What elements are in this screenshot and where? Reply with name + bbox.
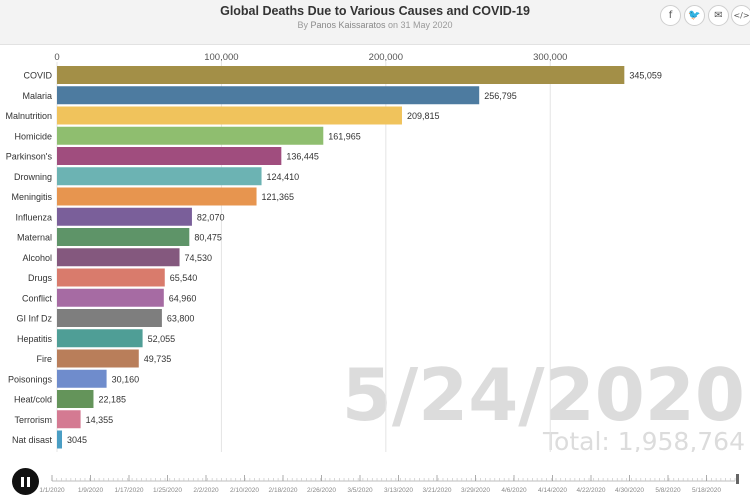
bar	[57, 248, 180, 267]
value-label: 65,540	[170, 273, 198, 283]
value-label: 136,445	[286, 152, 319, 162]
bar	[57, 430, 63, 449]
timeline-label: 5/18/2020	[692, 487, 721, 494]
category-label: Fire	[37, 354, 53, 364]
bar	[57, 369, 107, 388]
category-label: Homicide	[14, 131, 52, 141]
category-label: Nat disast	[12, 435, 53, 445]
chart-subtitle: By Panos Kaissaratos on 31 May 2020	[0, 20, 750, 30]
email-icon[interactable]: ✉	[708, 5, 729, 26]
timeline-label: 4/6/2020	[501, 487, 527, 494]
value-label: 80,475	[194, 233, 222, 243]
category-label: Malaria	[22, 91, 52, 101]
bar	[57, 268, 165, 287]
value-label: 74,530	[185, 253, 213, 263]
bar	[57, 228, 190, 246]
value-label: 22,185	[98, 395, 126, 405]
timeline-label: 1/1/2020	[39, 487, 65, 494]
timeline-label: 3/21/2020	[423, 487, 452, 494]
timeline-label: 3/5/2020	[347, 487, 373, 494]
category-label: Influenza	[15, 212, 52, 222]
timeline-label: 3/13/2020	[384, 487, 413, 494]
category-label: Malnutrition	[5, 111, 52, 121]
value-label: 14,355	[86, 415, 114, 425]
bar	[57, 349, 139, 368]
category-label: Maternal	[17, 233, 52, 243]
bar	[57, 288, 164, 307]
chart-header: Global Deaths Due to Various Causes and …	[0, 0, 750, 45]
bar	[57, 126, 324, 145]
category-label: Alcohol	[22, 253, 52, 263]
pause-icon-bar	[27, 476, 30, 487]
x-tick-label: 0	[54, 52, 59, 63]
timeline: 1/1/2020 1/9/2020 1/17/2020 1/25/2020 2/2/20…	[0, 452, 750, 500]
category-label: GI Inf Dz	[16, 314, 52, 324]
category-label: Heat/cold	[14, 395, 52, 405]
x-tick-label: 200,000	[369, 52, 403, 63]
facebook-icon[interactable]: f	[660, 5, 681, 26]
value-label: 209,815	[407, 111, 440, 121]
bar	[57, 410, 81, 429]
value-label: 52,055	[148, 334, 176, 344]
x-tick-label: 300,000	[533, 52, 567, 63]
timeline-label: 4/30/2020	[615, 487, 644, 494]
value-label: 49,735	[144, 354, 172, 364]
bar	[57, 207, 192, 226]
value-label: 256,795	[484, 91, 517, 101]
total-deaths-label: Total: 1,958,764	[542, 427, 745, 452]
timeline-label: 1/17/2020	[115, 487, 144, 494]
bar	[57, 106, 402, 125]
timeline-label: 4/14/2020	[538, 487, 567, 494]
publish-date: on 31 May 2020	[385, 20, 453, 30]
category-label: Meningitis	[11, 192, 52, 202]
x-tick-label: 100,000	[204, 52, 238, 63]
bar	[57, 329, 143, 348]
bar	[57, 309, 162, 327]
timeline-axis[interactable]: 1/1/2020 1/9/2020 1/17/2020 1/25/2020 2/2/20…	[0, 452, 750, 500]
timeline-label: 4/22/2020	[577, 487, 606, 494]
value-label: 82,070	[197, 212, 225, 222]
timeline-label: 1/25/2020	[153, 487, 182, 494]
category-label: Poisonings	[8, 374, 53, 384]
timeline-label: 2/10/2020	[230, 487, 259, 494]
pause-button[interactable]	[12, 468, 39, 495]
category-label: COVID	[23, 71, 52, 81]
value-label: 161,965	[328, 131, 361, 141]
timeline-label: 3/29/2020	[461, 487, 490, 494]
chart-title: Global Deaths Due to Various Causes and …	[220, 4, 530, 18]
timeline-label: 5/8/2020	[655, 487, 681, 494]
current-date-watermark: 5/24/2020	[342, 353, 745, 437]
value-label: 345,059	[629, 71, 662, 81]
value-label: 124,410	[267, 172, 300, 182]
bar	[57, 390, 94, 408]
category-label: Drowning	[14, 172, 52, 182]
embed-icon[interactable]: </>	[731, 5, 750, 26]
category-label: Parkinson's	[6, 152, 53, 162]
timeline-handle	[736, 474, 739, 484]
twitter-icon[interactable]: 🐦	[684, 5, 705, 26]
bar	[57, 86, 480, 105]
value-label: 121,365	[262, 192, 295, 202]
timeline-label: 2/18/2020	[269, 487, 298, 494]
byline-prefix: By	[297, 20, 311, 30]
bar	[57, 167, 262, 186]
bar	[57, 187, 257, 206]
author-name: Panos Kaissaratos	[310, 20, 386, 30]
value-label: 64,960	[169, 293, 197, 303]
value-label: 63,800	[167, 314, 195, 324]
category-label: Drugs	[28, 273, 53, 283]
value-label: 3045	[67, 435, 87, 445]
bar	[57, 66, 625, 84]
timeline-label: 1/9/2020	[78, 487, 104, 494]
timeline-label: 2/26/2020	[307, 487, 336, 494]
category-label: Terrorism	[15, 415, 53, 425]
timeline-label: 2/2/2020	[193, 487, 219, 494]
value-label: 30,160	[112, 374, 140, 384]
bar	[57, 147, 282, 165]
category-label: Hepatitis	[17, 334, 53, 344]
pause-icon	[21, 476, 24, 487]
category-label: Conflict	[22, 293, 53, 303]
